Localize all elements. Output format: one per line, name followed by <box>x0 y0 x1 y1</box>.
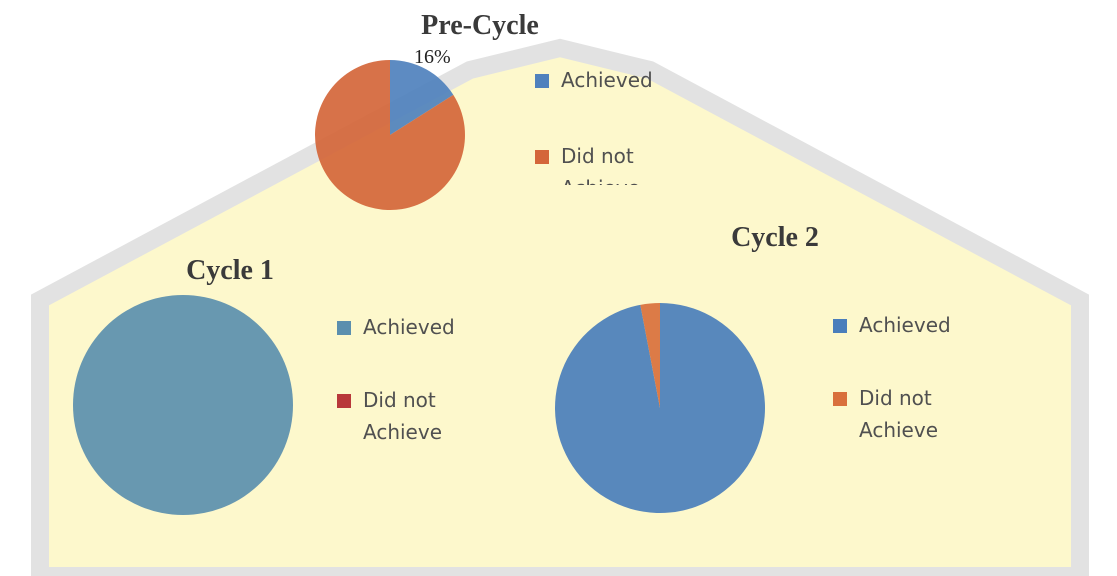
legend-item: Did not Achieve <box>337 384 483 448</box>
data-label: 16% <box>414 46 451 69</box>
legend-swatch <box>535 150 549 164</box>
chart-title: Cycle 2 <box>731 222 819 254</box>
legend-item: Did not Achieve <box>535 140 681 185</box>
legend-swatch <box>833 392 847 406</box>
chart-title: Cycle 1 <box>186 255 274 287</box>
legend-label: Did not Achieve <box>859 386 938 442</box>
chart-title: Pre-Cycle <box>421 10 539 42</box>
legend-item: Did not Achieve <box>833 382 979 446</box>
legend-label: Achieved <box>859 313 951 337</box>
legend-label: Achieved <box>363 315 455 339</box>
legend-swatch <box>337 394 351 408</box>
legend-item: Achieved <box>833 309 979 341</box>
pie <box>555 303 765 513</box>
pie <box>315 60 465 210</box>
pie <box>73 295 293 515</box>
legend-label: Achieved <box>561 68 653 92</box>
legend-item: Achieved <box>535 64 681 96</box>
page: {"chart_data": [ {"type": "pie", "title"… <box>0 0 1117 576</box>
legend-label: Did not Achieve <box>363 388 442 444</box>
legend-item: Achieved <box>337 311 483 343</box>
legend-swatch <box>833 319 847 333</box>
legend-swatch <box>535 74 549 88</box>
legend-swatch <box>337 321 351 335</box>
legend-label: Did not Achieve <box>561 144 640 185</box>
